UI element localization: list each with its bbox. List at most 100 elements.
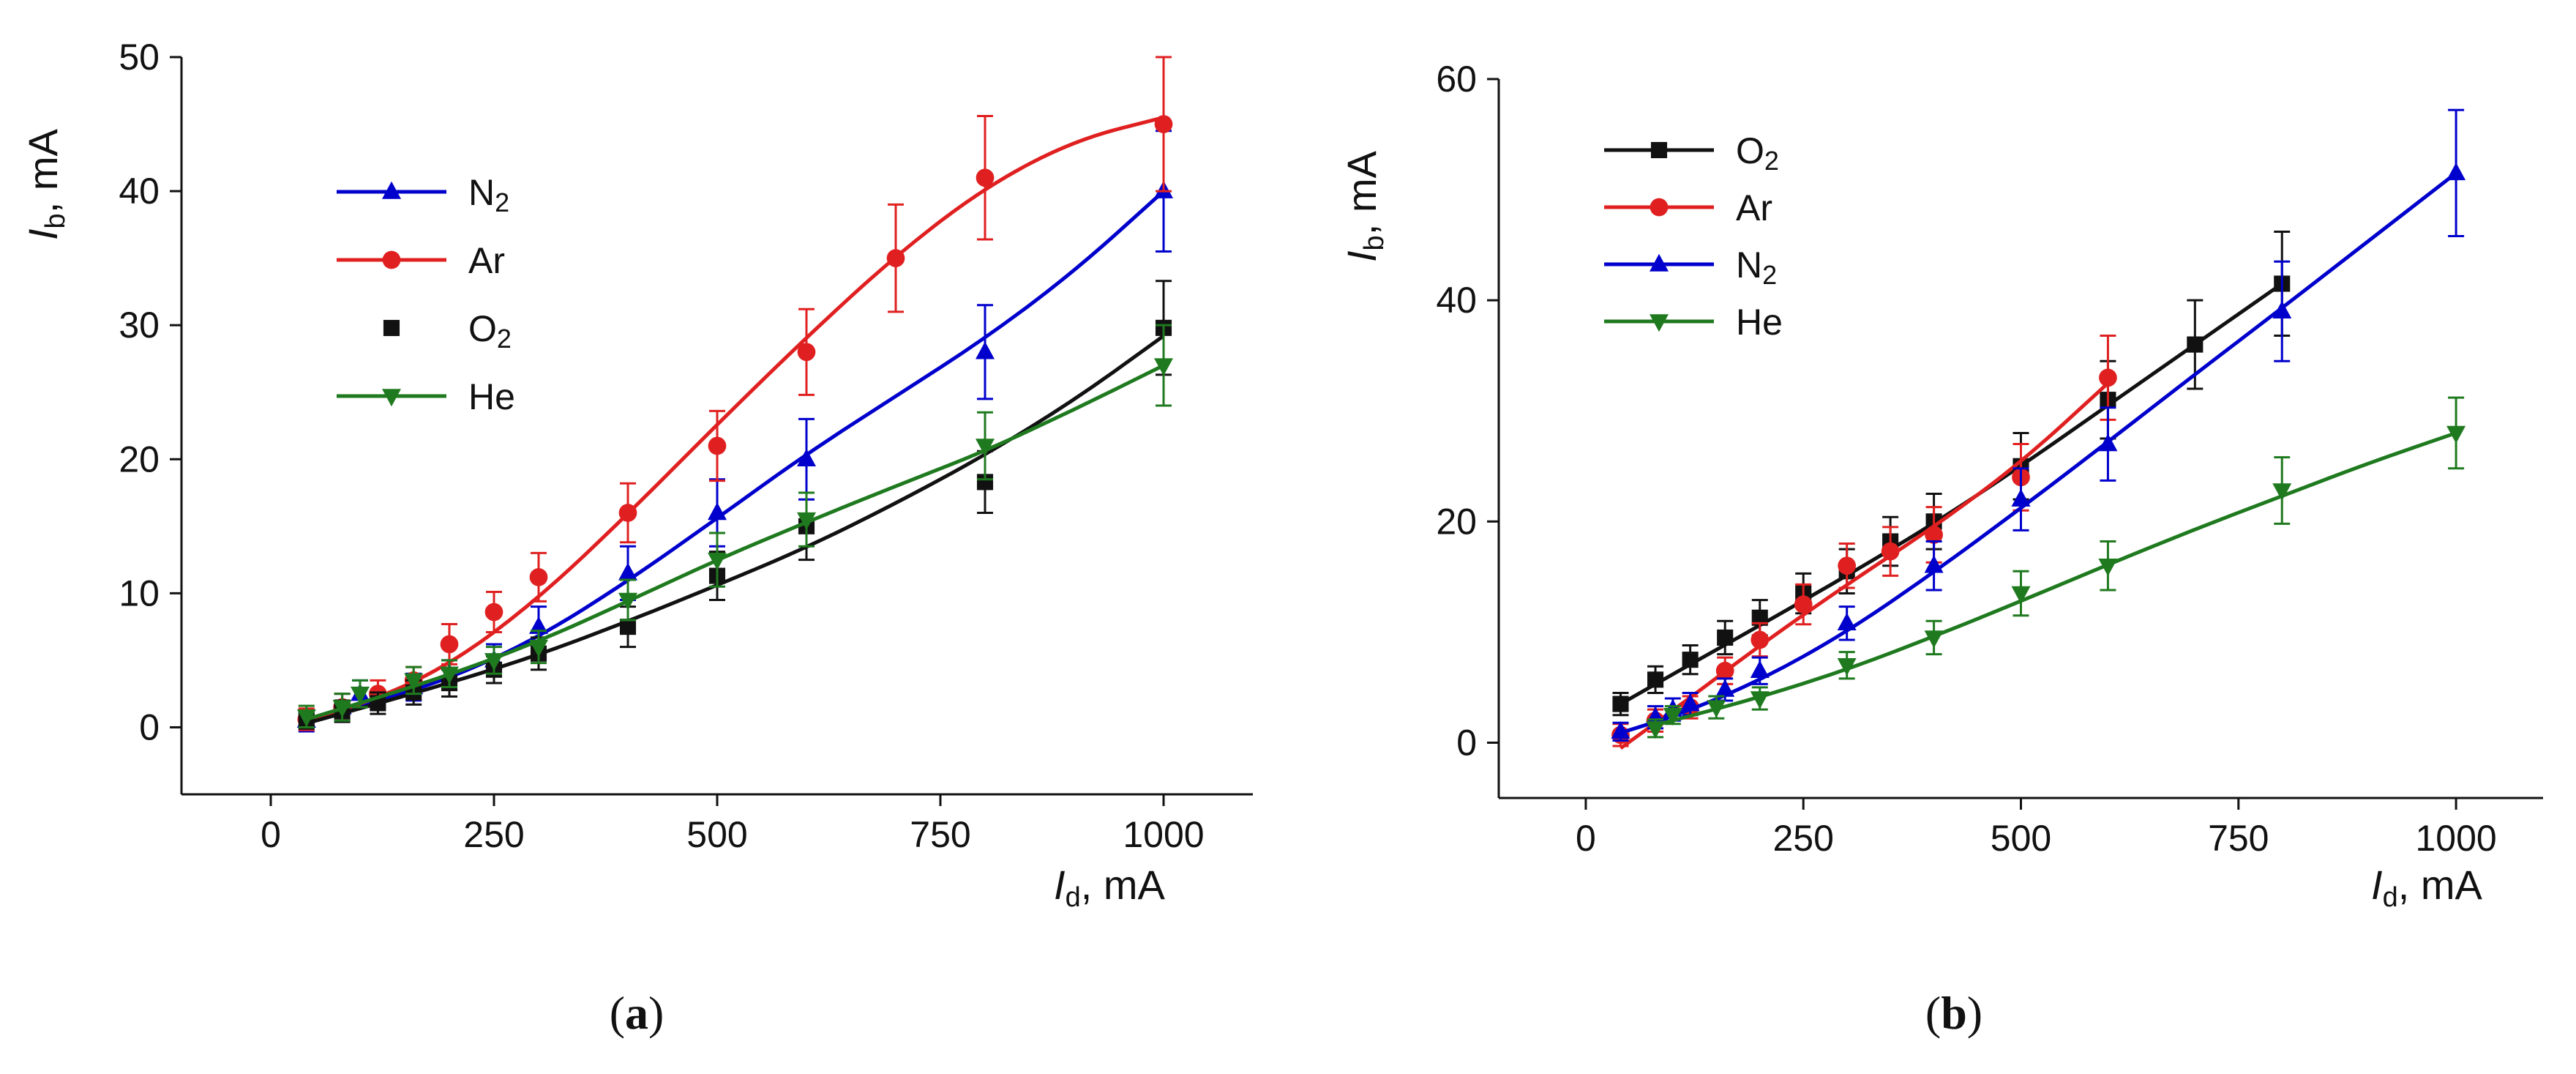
data-point-He (2446, 425, 2466, 444)
x-axis-label: Id, mA (1054, 862, 1165, 913)
y-axis-label-subscript: b (40, 213, 71, 228)
data-point-N2 (2011, 488, 2031, 507)
x-tick-label: 1000 (2415, 818, 2496, 859)
data-point-Ar (886, 249, 905, 267)
data-point-Ar (618, 504, 637, 522)
data-point-He (1154, 358, 1173, 376)
fit-line-O2 (306, 334, 1165, 726)
x-tick-label: 750 (2208, 818, 2269, 859)
x-tick-label: 500 (1991, 818, 2051, 859)
legend-label: Ar (468, 240, 505, 281)
legend-label-subscript: 2 (1764, 146, 1779, 176)
legend-label-base: N (468, 172, 495, 213)
data-point-He (1646, 721, 1666, 739)
data-point-N2 (1611, 721, 1630, 739)
y-tick-label: 10 (119, 573, 160, 614)
y-tick-label: 30 (119, 305, 160, 346)
legend-label-subscript: 2 (1762, 260, 1777, 290)
legend-label: He (1736, 302, 1783, 343)
x-axis-label-unit: , mA (2398, 862, 2483, 908)
data-point-O2 (1717, 629, 1734, 646)
y-tick-label: 40 (119, 171, 160, 212)
legend-label: He (468, 376, 515, 417)
series-O2 (1612, 230, 2291, 717)
data-point-Ar (1794, 595, 1813, 614)
caption-paren-open: ( (1925, 987, 1941, 1039)
data-point-O2 (619, 619, 637, 635)
data-point-Ar (1838, 556, 1857, 575)
data-point-Ar (1925, 526, 1943, 544)
data-point-He (351, 686, 370, 704)
x-axis-label-symbol: I (1054, 862, 1066, 908)
data-point-N2 (1715, 679, 1735, 697)
y-axis-label-symbol: I (1338, 250, 1385, 262)
legend-marker (383, 319, 400, 337)
y-tick-label: 40 (1436, 280, 1477, 321)
data-point-Ar (797, 343, 816, 362)
legend-label-base: He (1736, 302, 1783, 343)
panel-caption: (b) (1925, 987, 1982, 1039)
y-axis-label: Ib, mA (1338, 151, 1390, 262)
series-Ar (297, 56, 1173, 731)
data-point-O2 (1612, 696, 1629, 712)
y-tick-label: 20 (1436, 501, 1477, 542)
fit-line-He (306, 363, 1165, 721)
series-Ar (1611, 334, 2117, 750)
data-point-Ar (1715, 661, 1734, 680)
data-point-O2 (1682, 652, 1699, 668)
legend-label: Ar (1736, 187, 1772, 228)
data-point-O2 (976, 474, 994, 491)
data-point-He (1924, 630, 1944, 649)
legend-marker (1650, 314, 1669, 332)
fit-line-Ar (306, 115, 1164, 723)
y-tick-label: 60 (1436, 59, 1477, 100)
data-point-N2 (976, 341, 995, 359)
data-point-He (1837, 657, 1857, 676)
data-point-Ar (440, 635, 459, 654)
fit-line-N2 (1620, 171, 2457, 735)
data-point-O2 (2187, 336, 2204, 353)
x-axis-label-subscript: d (2383, 882, 2398, 913)
data-point-N2 (618, 562, 637, 581)
data-point-N2 (1924, 555, 1944, 573)
data-point-He (296, 709, 316, 728)
y-axis-label: Ib, mA (20, 129, 71, 240)
caption-letter: a (625, 987, 648, 1039)
caption-letter: b (1941, 987, 1967, 1039)
y-axis-label-unit: , mA (1338, 151, 1385, 236)
data-point-He (440, 666, 459, 685)
caption-paren-close: ) (1967, 987, 1982, 1039)
legend-marker (1650, 198, 1669, 217)
legend-label: N2 (468, 172, 509, 217)
legend-label: O2 (468, 308, 512, 354)
y-axis-label-subscript: b (1359, 235, 1390, 250)
data-point-O2 (1751, 609, 1768, 626)
legend-label-base: O (1736, 130, 1764, 171)
legend-label-subscript: 2 (497, 324, 512, 354)
fit-line-He (1655, 431, 2457, 727)
data-point-N2 (529, 616, 548, 634)
x-tick-label: 250 (463, 814, 524, 855)
x-tick-label: 500 (686, 814, 747, 855)
legend-marker (382, 250, 401, 269)
data-point-Ar (529, 568, 548, 586)
y-axis-label-symbol: I (20, 228, 66, 240)
data-point-N2 (1680, 693, 1700, 712)
legend-label: O2 (1736, 130, 1779, 176)
series-N2 (296, 130, 1173, 733)
data-point-Ar (1154, 115, 1173, 133)
legend-marker (382, 389, 401, 407)
data-point-Ar (2099, 368, 2117, 387)
data-point-O2 (1647, 671, 1664, 688)
fit-line-Ar (1620, 381, 2110, 750)
caption-paren-close: ) (648, 987, 664, 1039)
data-point-He (2011, 586, 2031, 604)
legend-marker (1650, 141, 1668, 159)
data-point-He (976, 439, 995, 457)
y-tick-label: 0 (1456, 722, 1477, 763)
y-axis-label-unit: , mA (20, 129, 66, 214)
